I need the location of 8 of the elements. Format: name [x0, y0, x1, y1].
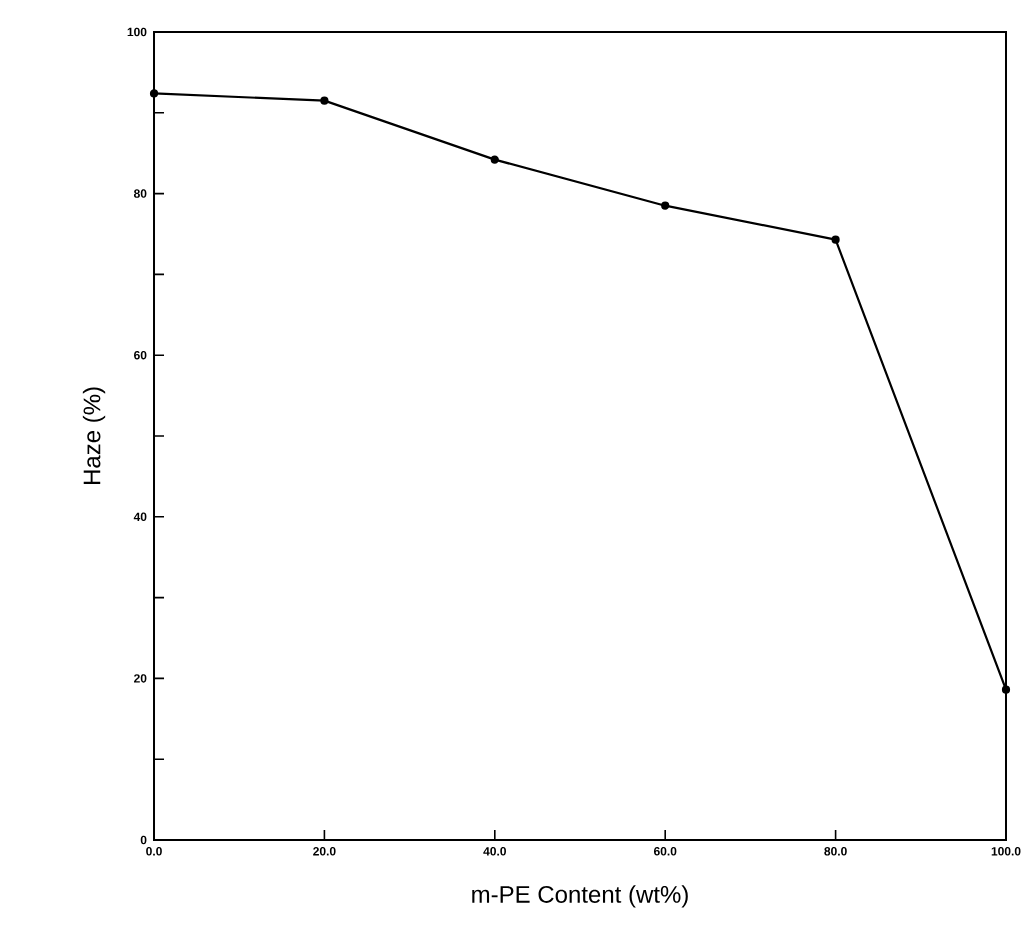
point — [1001, 685, 1011, 694]
point — [661, 201, 670, 210]
y-axis-title: Haze (%) — [82, 387, 106, 485]
x-axis-title: m-PE Content (wt%) — [472, 885, 688, 908]
point — [831, 235, 840, 244]
point — [490, 155, 499, 164]
point — [149, 89, 159, 98]
point — [320, 96, 329, 105]
